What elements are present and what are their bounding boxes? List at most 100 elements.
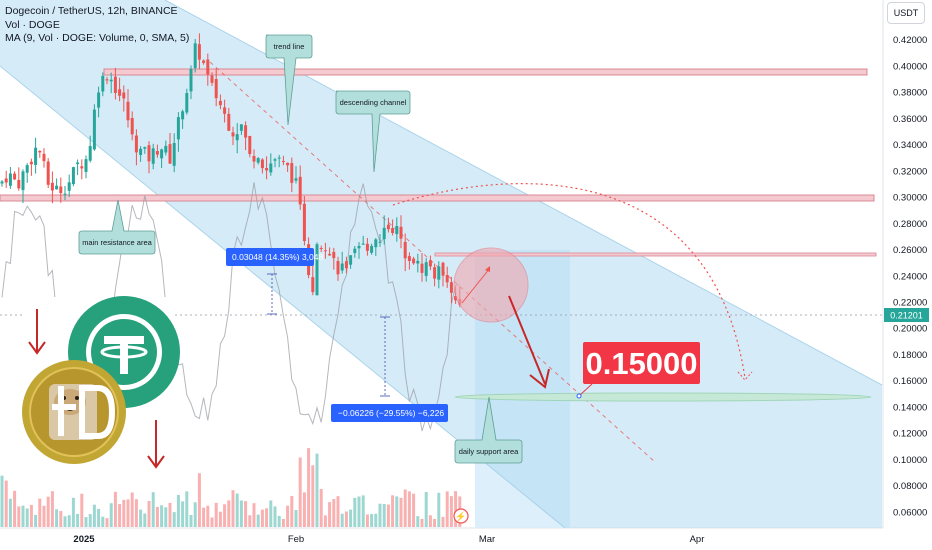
volume-bar [197,473,201,527]
candle-body [29,161,33,165]
volume-bar [34,514,38,527]
volume-bar [172,512,176,527]
mini-arrow-head [485,266,490,272]
volume-bar [370,514,374,527]
volume-bar [84,517,88,527]
candle-body [286,162,290,166]
volume-bar [323,515,327,527]
candle-body [252,156,256,162]
highlight-circle[interactable] [453,247,529,323]
candle-body [277,157,281,159]
candle-body [235,134,239,141]
candle-body [244,125,248,138]
candle-body [151,148,155,164]
callout-main-resistance[interactable] [78,199,156,255]
candle-body [189,69,193,92]
candle-body [265,168,269,171]
candle-body [46,161,50,185]
volume-bar [281,519,285,527]
candle-body [273,159,277,161]
candle-body [256,158,260,163]
y-tick-label: 0.28000 [893,219,927,230]
volume-bar [416,516,420,527]
candle-body [34,147,38,165]
volume-bar [25,508,29,527]
currency-unit-button[interactable]: USDT [887,2,925,24]
candle-body [63,193,67,195]
volume-bar [214,502,218,527]
volume-bar [395,496,399,527]
volume-bars [0,448,462,527]
callout-descending-channel[interactable] [335,90,411,173]
time-scale[interactable]: 2025 Feb Mar Apr [73,534,704,545]
volume-bar [420,518,424,527]
callout-daily-support[interactable] [454,396,523,464]
x-tick-label: 2025 [73,534,95,545]
volume-bar [88,514,92,527]
volume-bar [449,496,453,527]
candle-body [143,147,147,149]
dogecoin-logo [22,360,126,464]
y-tick-label: 0.08000 [893,481,927,492]
candle-body [281,161,285,162]
candle-body [361,243,365,245]
candle-body [332,251,336,259]
resistance-zone-low[interactable] [434,252,877,257]
y-tick-label: 0.12000 [893,429,927,440]
down-arrow-line [508,295,546,385]
candle-body [13,173,17,180]
volume-bar [134,499,138,527]
volume-bar [315,453,319,527]
candle-body [403,241,407,259]
volume-bar [176,494,180,527]
candle-body [84,159,88,172]
measure-up-text: 0.03048 (14.35%) 3,048 [232,252,323,262]
volume-bar [206,505,210,527]
y-tick-label: 0.36000 [893,114,927,125]
volume-bar [17,506,21,527]
candle-body [223,107,227,114]
volume-bar [155,506,159,527]
volume-bar [105,518,109,527]
x-tick-label: Feb [288,534,304,545]
candle-body [449,282,453,293]
current-price-text: 0.21201 [890,311,923,321]
volume-bar [328,502,332,527]
legend-vol[interactable]: Vol · DOGE [5,18,60,31]
support-ellipse[interactable] [454,392,872,402]
measure-up-label[interactable] [226,248,314,266]
callout-trend-line[interactable] [265,34,313,126]
volume-bar [42,505,46,527]
candle-body [340,263,344,271]
legend-ma[interactable]: MA (9, Vol · DOGE: Volume, 0, SMA, 5) [5,32,190,44]
news-badge[interactable] [453,508,469,524]
candle-body [172,143,176,166]
volume-bar [46,496,50,527]
target-price-box[interactable] [583,342,700,384]
candle-body [139,148,143,155]
candle-body [336,261,340,275]
candle-body [269,163,273,173]
resistance-zone-top[interactable] [103,68,868,76]
volume-bar [202,507,206,527]
volume-bar [382,504,386,527]
candle-body [248,136,252,154]
y-tick-label: 0.14000 [893,402,927,413]
volume-bar [231,490,235,527]
candle-body [197,44,201,60]
candle-body [80,166,84,169]
volume-bar [67,515,71,527]
candle-body [147,145,151,162]
chart-legend: Dogecoin / TetherUS, 12h, BINANCE Vol · … [5,5,189,46]
legend-title[interactable]: Dogecoin / TetherUS, 12h, BINANCE [5,5,178,17]
candle-body [71,167,75,185]
candle-body [374,239,378,248]
resistance-zone-main[interactable] [0,194,875,202]
y-tick-label: 0.30000 [893,193,927,204]
price-scale[interactable]: 0.42000 0.40000 0.38000 0.36000 0.34000 0.320… [893,35,927,518]
measure-down-label[interactable] [331,404,448,422]
volume-bar [143,513,147,527]
candle-body [428,260,432,267]
